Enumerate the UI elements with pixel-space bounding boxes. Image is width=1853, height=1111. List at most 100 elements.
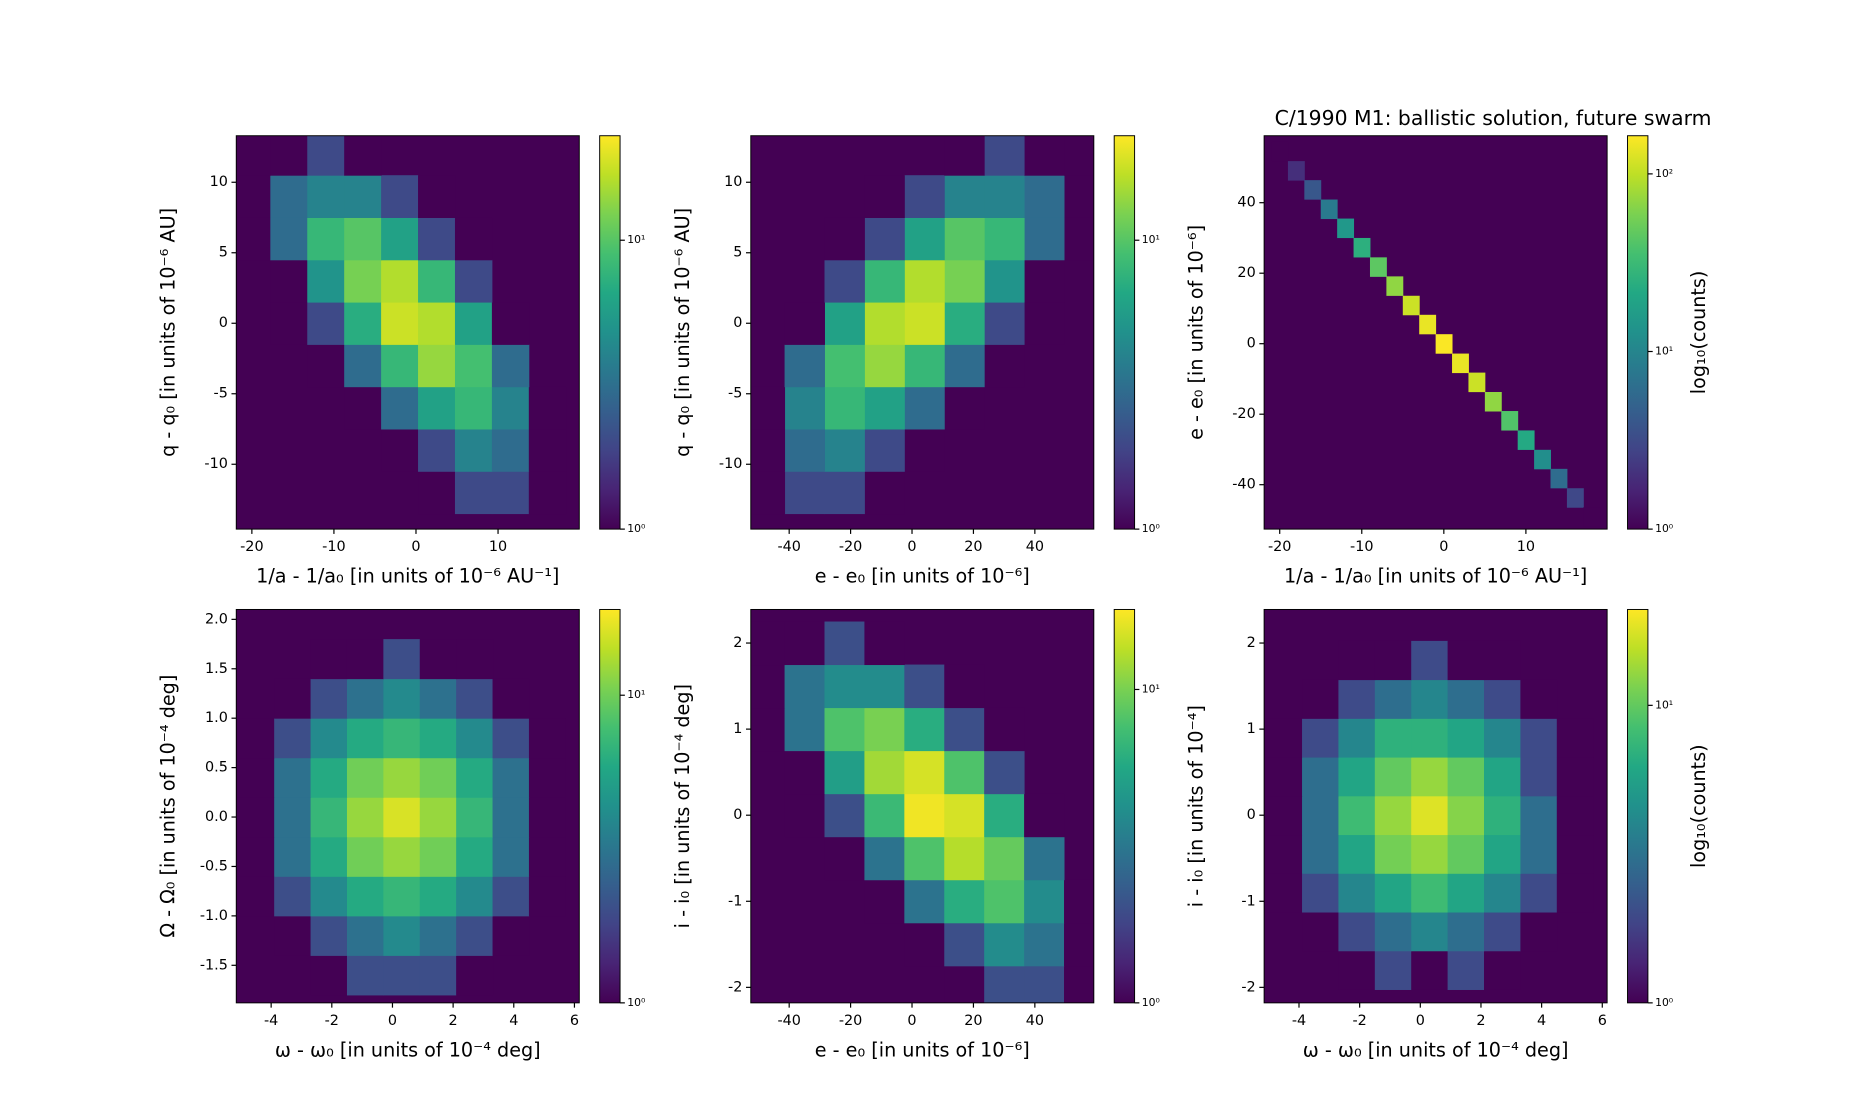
hex-cell [1550,468,1568,489]
hex-cell [1338,834,1376,874]
hex-cell [1483,757,1521,797]
hex-cell [528,718,566,759]
hex-cell [904,259,945,303]
cells [1265,640,1594,990]
hex-cell [1484,391,1502,412]
hex-cell [383,915,421,956]
x-tick-label: -4 [264,1013,278,1029]
hex-cell [824,836,865,881]
hex-cell [904,793,945,838]
hex-cell [346,639,384,680]
hex-cell [310,757,348,798]
hex-cell [864,750,905,795]
hex-cell [456,955,494,996]
hex-cell [236,217,271,261]
hex-cell [1483,834,1521,874]
hex-cell [419,718,457,759]
hex-cell [1411,950,1449,990]
hex-cell [1338,640,1376,681]
hex-cell [1411,912,1449,952]
hex-cell [1447,757,1485,797]
hex-cell [824,621,865,666]
colorbar-label: log₁₀(counts) [1687,744,1710,868]
hex-cell [419,915,457,956]
hex-cell [1411,640,1449,681]
hex-cell [1447,640,1485,681]
hex-cell [904,836,945,881]
hex-cell [944,217,985,261]
hex-cell [1411,795,1449,836]
hex-cell [864,621,905,666]
hex-cell [491,386,530,430]
y-tick-label: 1 [1247,721,1256,737]
hex-cell [310,876,348,917]
x-tick-label: 10 [489,539,507,555]
y-axis-label: e - e₀ [in units of 10⁻⁶] [1184,225,1207,440]
hex-cell [1024,836,1065,881]
hex-cell [944,344,985,388]
hex-cell [864,217,905,261]
x-axis-label: e - e₀ [in units of 10⁻⁶] [815,1038,1030,1061]
y-tick-label: 2 [1247,635,1256,651]
hex-cell [1583,507,1601,527]
hex-cell [419,797,457,838]
hex-cell [984,135,1025,176]
y-tick-label: 0 [219,315,228,331]
hex-cell [419,678,457,719]
x-tick-label: -4 [1292,1013,1306,1029]
hex-cell [1287,161,1305,181]
x-tick-label: -20 [839,1013,862,1029]
hex-cell [824,429,865,472]
hex-cell [864,386,905,430]
y-tick-label: 0 [1247,807,1256,823]
hex-cell [346,757,384,798]
hex-cell [1374,873,1412,913]
hex-cell [864,879,905,924]
hex-cell [984,175,1025,218]
axes-frame [750,135,1095,530]
hex-cell [784,707,825,752]
hex-cell [1447,795,1485,836]
y-axis-label: q - q₀ [in units of 10⁻⁶ AU] [157,208,180,457]
hex-cell [750,429,786,472]
hex-cell [1556,834,1594,874]
hex-cell [1064,879,1094,924]
hex-cell [1064,175,1094,218]
colorbar-tick-label: 10¹ [1655,698,1673,711]
hex-cell [824,707,865,752]
hex-cell [237,876,275,917]
y-tick-label: 2.0 [205,611,228,627]
hex-cell [418,471,456,515]
hex-cell [237,718,275,759]
hex-cell [307,175,345,218]
hex-cell [864,302,905,345]
y-tick-label: 1.5 [205,661,228,677]
hex-cell [864,707,905,752]
hex-cell [944,922,985,967]
hex-cell [1302,679,1339,719]
hex-cell [1374,950,1412,990]
hex-cell [984,836,1025,881]
hex-cell [1302,718,1339,758]
hex-cell [1374,795,1412,836]
x-tick-label: 0 [388,1013,397,1029]
hex-cell [274,876,312,917]
hex-cell [1302,834,1339,874]
hex-cell [784,386,825,430]
hex-cell [454,259,493,303]
hex-cell [1447,873,1485,913]
hex-cell [1419,314,1437,335]
hex-cell [456,876,494,917]
x-tick-label: -2 [325,1013,339,1029]
y-tick-label: 0 [733,807,742,823]
hex-cell [1447,950,1485,990]
colorbar-tick-label: 10⁰ [1142,996,1160,1009]
hex-cell [310,836,348,877]
hex-cell [528,429,567,472]
hex-cell [236,175,271,218]
hex-cell [454,386,493,430]
x-tick-label: 0 [907,539,916,555]
hex-cell [492,876,530,917]
hex-cell [1024,259,1065,303]
x-tick-label: 40 [1026,539,1044,555]
